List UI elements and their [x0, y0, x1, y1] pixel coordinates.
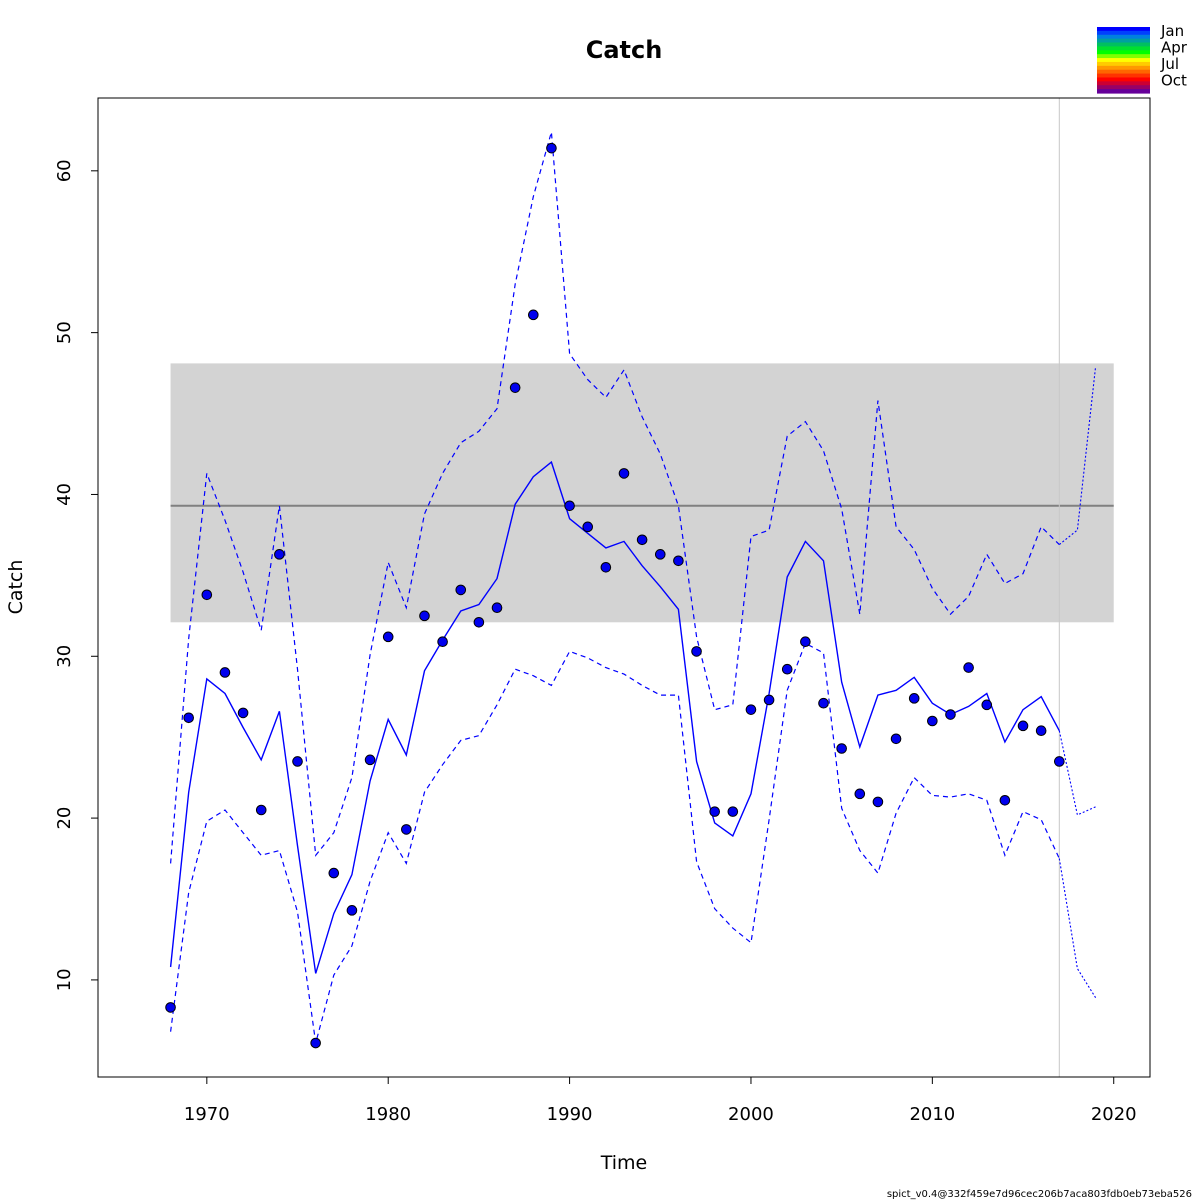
x-tick-label: 1970 [184, 1104, 230, 1125]
observed-point [618, 468, 630, 479]
observed-point [945, 709, 956, 720]
x-tick-label: 2010 [909, 1104, 955, 1125]
y-tick-label: 30 [54, 645, 75, 668]
observed-point [528, 309, 539, 321]
observed-point [818, 697, 829, 709]
legend-color-swatch [1097, 42, 1150, 48]
observed-point [1054, 756, 1065, 767]
observed-point [745, 704, 757, 715]
observed-point [255, 804, 267, 816]
observed-point [709, 806, 720, 817]
observed-point [781, 663, 793, 675]
observed-point [401, 824, 412, 835]
y-tick-label: 40 [54, 483, 75, 506]
legend-color-swatch [1097, 89, 1150, 94]
observed-point [981, 699, 993, 711]
y-axis-label: Catch [5, 560, 27, 615]
y-tick-label: 20 [54, 807, 75, 830]
observed-point [183, 712, 194, 724]
observed-point [274, 549, 285, 560]
observed-point [654, 549, 666, 560]
observed-point [473, 616, 485, 628]
observed-point [691, 646, 702, 657]
x-tick-label: 1990 [547, 1104, 593, 1125]
series-estimate-line [169, 460, 1060, 974]
chart-title: Catch [586, 36, 663, 64]
y-tick-label: 10 [54, 968, 75, 991]
legend-label: Jul [1160, 55, 1179, 73]
observed-point [219, 667, 231, 678]
observed-point [491, 602, 503, 614]
observed-point [727, 806, 739, 817]
observed-point [872, 796, 884, 808]
observed-point [455, 584, 467, 596]
version-footer: spict_v0.4@332f459e7d96cec206b7aca803fdb… [887, 1189, 1192, 1200]
legend-color-swatch [1097, 81, 1150, 86]
series-lower-ci-line [170, 642, 1060, 1044]
observed-point [201, 589, 213, 601]
legend-label: Apr [1161, 39, 1188, 57]
legend-label: Oct [1161, 72, 1187, 90]
x-tick-label: 2000 [728, 1104, 774, 1125]
legend-color-swatch [1097, 77, 1150, 82]
observed-point [237, 707, 249, 719]
observed-point [673, 555, 684, 567]
observed-point [582, 521, 594, 533]
observed-point [600, 561, 612, 573]
observed-point [999, 794, 1011, 806]
legend-color-swatch [1097, 30, 1150, 36]
observed-point [310, 1037, 321, 1049]
observed-point [890, 733, 902, 745]
legend-color-swatch [1097, 54, 1150, 59]
series-forecast-upper-line [1058, 366, 1097, 546]
x-tick-label: 2020 [1091, 1104, 1137, 1125]
y-tick-label: 60 [54, 159, 75, 182]
legend-color-swatch [1097, 50, 1150, 55]
msy-band [170, 363, 1114, 623]
legend-color-swatch [1097, 46, 1150, 51]
x-tick-label: 1980 [365, 1104, 411, 1125]
observed-point [854, 788, 866, 800]
legend-color-swatch [1097, 61, 1150, 67]
series-upper-ci-line [170, 131, 1060, 864]
observed-point [364, 754, 376, 766]
legend-color-swatch [1097, 27, 1150, 32]
observed-point [927, 715, 938, 727]
observed-point [800, 636, 811, 648]
observed-point [382, 631, 394, 643]
series-forecast-lower-line [1058, 858, 1097, 998]
legend-color-swatch [1097, 34, 1150, 40]
observed-point [437, 636, 448, 648]
observed-point [564, 500, 575, 512]
legend-color-swatch [1097, 58, 1150, 63]
observed-point [328, 867, 340, 879]
observed-point [1035, 725, 1047, 737]
x-axis-label: Time [600, 1152, 648, 1174]
observed-point [165, 1002, 176, 1013]
y-tick-label: 50 [54, 321, 75, 344]
observed-point [346, 905, 358, 916]
observed-point [908, 693, 920, 704]
observed-point [509, 382, 521, 393]
legend-color-swatch [1097, 85, 1150, 90]
legend-label: Jan [1160, 22, 1184, 40]
observed-point [419, 610, 430, 622]
observed-point [836, 743, 847, 754]
legend-color-swatch [1097, 65, 1150, 71]
observed-point [963, 662, 974, 673]
observed-point [636, 534, 648, 546]
observed-point [546, 142, 557, 154]
observed-point [763, 694, 775, 706]
legend-color-swatch [1097, 69, 1150, 75]
series-forecast-estimate-line [1058, 730, 1096, 816]
legend-color-swatch [1097, 73, 1150, 79]
observed-point [1017, 720, 1029, 732]
observed-point [292, 756, 303, 767]
legend-color-swatch [1097, 38, 1150, 44]
